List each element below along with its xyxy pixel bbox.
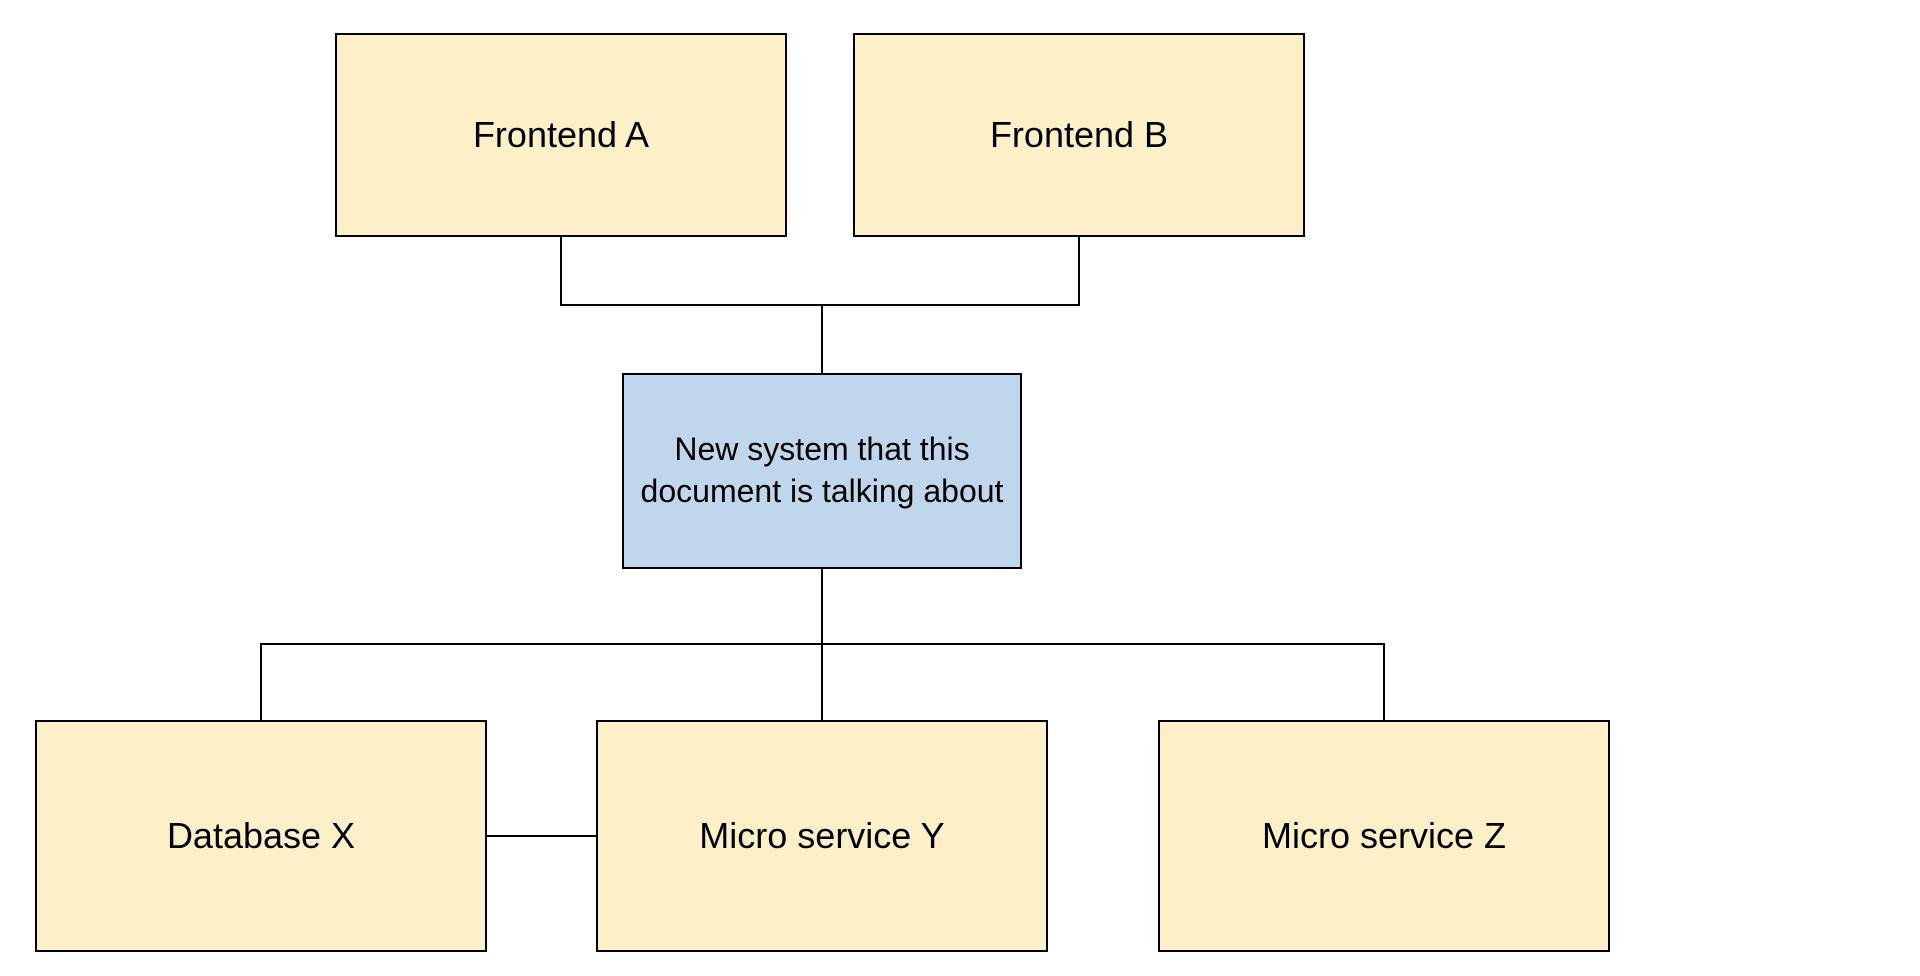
node-serviceZ: Micro service Z	[1158, 720, 1610, 952]
node-serviceY: Micro service Y	[596, 720, 1048, 952]
node-label: Frontend B	[990, 112, 1168, 159]
edge-center-to-serviceZ	[822, 569, 1384, 720]
node-label: Frontend A	[473, 112, 649, 159]
architecture-diagram: Frontend A Frontend B New system that this…	[0, 0, 1920, 976]
node-label: Micro service Z	[1262, 813, 1506, 860]
edge-frontendB-to-center	[822, 237, 1079, 373]
node-databaseX: Database X	[35, 720, 487, 952]
node-frontendB: Frontend B	[853, 33, 1305, 237]
node-label: Database X	[167, 813, 355, 860]
node-center: New system that this document is talking…	[622, 373, 1022, 569]
edge-frontendA-to-center	[561, 237, 822, 373]
node-frontendA: Frontend A	[335, 33, 787, 237]
node-label: New system that this document is talking…	[632, 429, 1012, 512]
node-label: Micro service Y	[699, 813, 944, 860]
edge-center-to-databaseX	[261, 569, 822, 720]
